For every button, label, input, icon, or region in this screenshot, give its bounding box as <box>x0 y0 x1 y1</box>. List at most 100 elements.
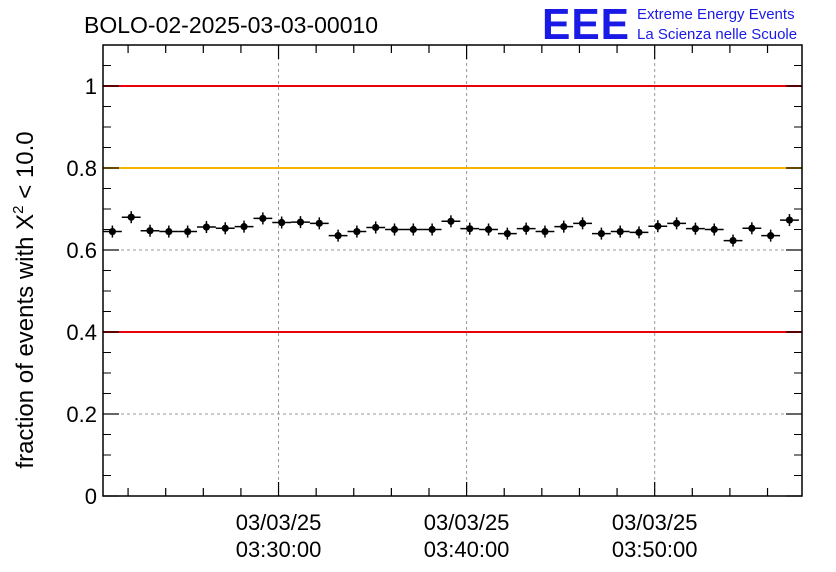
data-point-marker <box>315 219 323 227</box>
data-point-marker <box>616 227 624 236</box>
data-point-marker <box>353 227 361 236</box>
data-point-marker <box>428 225 436 234</box>
data-point-marker <box>372 223 380 232</box>
data-point-marker <box>390 225 399 234</box>
eee-logo-mark: EEE <box>542 0 630 49</box>
data-point-marker <box>165 227 173 236</box>
data-point <box>234 220 254 233</box>
data-point-marker <box>560 223 568 231</box>
eee-logo: EEE Extreme Energy Events La Scienza nel… <box>542 0 797 49</box>
grid-layer <box>103 45 802 496</box>
data-point-marker <box>278 218 286 227</box>
data-point <box>403 223 423 236</box>
axes: 00.20.40.60.8103/03/2503:30:0003/03/2503… <box>66 44 803 562</box>
data-point-marker <box>729 236 737 245</box>
data-point-marker <box>785 216 794 224</box>
data-point-marker <box>409 225 417 234</box>
x-tick-time-label: 03:30:00 <box>236 537 322 562</box>
data-point <box>140 224 160 237</box>
data-point-marker <box>447 217 455 225</box>
data-point-marker <box>240 223 248 231</box>
data-point <box>479 223 498 236</box>
data-point <box>366 221 386 234</box>
data-point <box>780 214 799 227</box>
data-point <box>516 222 536 235</box>
data-point <box>535 225 555 238</box>
data-point <box>347 225 367 238</box>
data-points <box>103 211 799 247</box>
x-tick-time-label: 03:50:00 <box>612 537 698 562</box>
data-point-marker <box>334 232 342 240</box>
data-point <box>328 229 348 242</box>
x-tick-time-label: 03:40:00 <box>424 537 510 562</box>
data-point-marker <box>296 218 305 226</box>
y-tick-label: 0.8 <box>66 156 97 181</box>
data-point <box>723 234 743 247</box>
eee-logo-line1: Extreme Energy Events <box>637 6 795 23</box>
data-point <box>441 215 461 228</box>
reference-lines <box>103 85 802 333</box>
y-tick-label: 0.6 <box>66 238 97 263</box>
data-point <box>215 222 235 235</box>
y-tick-label: 0.2 <box>66 402 97 427</box>
data-point-marker <box>710 225 718 234</box>
data-point <box>309 217 329 230</box>
data-point <box>159 225 179 238</box>
y-axis-label-main: fraction of events with X <box>12 214 39 469</box>
data-point <box>629 226 649 239</box>
data-point <box>591 227 611 240</box>
data-point <box>272 216 292 229</box>
data-point <box>291 216 310 229</box>
y-tick-label: 0.4 <box>66 320 97 345</box>
data-point-marker <box>691 225 700 233</box>
data-point-marker <box>484 225 493 234</box>
data-point <box>742 222 762 235</box>
data-point <box>573 217 592 230</box>
data-point <box>422 223 442 236</box>
y-tick-label: 0 <box>85 484 97 509</box>
data-point-marker <box>522 225 530 233</box>
y-axis-label: fraction of events with X2 < 10.0 <box>10 131 39 468</box>
chart-title: BOLO-02-2025-03-03-00010 <box>84 12 378 38</box>
data-point <box>686 222 705 235</box>
data-point <box>704 223 724 236</box>
y-axis-label-superscript: 2 <box>10 205 27 213</box>
y-tick-label: 1 <box>85 74 97 99</box>
data-point <box>121 211 141 224</box>
data-point-marker <box>503 230 511 238</box>
x-tick-date-label: 03/03/25 <box>612 510 698 535</box>
x-tick-date-label: 03/03/25 <box>424 510 510 535</box>
data-point <box>761 229 781 242</box>
data-point <box>648 220 668 233</box>
plot-frame <box>102 44 803 497</box>
data-point-marker <box>202 223 211 231</box>
data-point-marker <box>466 225 474 233</box>
data-point-marker <box>654 222 662 230</box>
data-point <box>667 217 687 230</box>
data-point-marker <box>184 227 192 236</box>
data-point <box>385 223 404 236</box>
data-point-marker <box>221 224 229 232</box>
data-point <box>103 225 122 238</box>
data-point-marker <box>146 227 154 235</box>
data-point-marker <box>673 219 681 227</box>
data-point-marker <box>259 214 267 223</box>
data-point-marker <box>748 224 756 232</box>
data-point <box>197 221 216 234</box>
data-point-marker <box>127 213 135 221</box>
data-point-marker <box>108 227 117 236</box>
data-point <box>554 220 574 233</box>
data-point <box>460 222 480 235</box>
data-point-marker <box>635 228 643 236</box>
data-point <box>610 225 630 238</box>
data-point-marker <box>578 219 587 227</box>
data-point <box>497 227 517 240</box>
eee-logo-line2: La Scienza nelle Scuole <box>637 26 797 43</box>
data-point-marker <box>597 230 605 238</box>
data-point-marker <box>541 227 549 236</box>
data-point-marker <box>767 232 775 240</box>
data-point <box>178 225 198 238</box>
data-point <box>253 212 273 225</box>
x-tick-date-label: 03/03/25 <box>236 510 322 535</box>
